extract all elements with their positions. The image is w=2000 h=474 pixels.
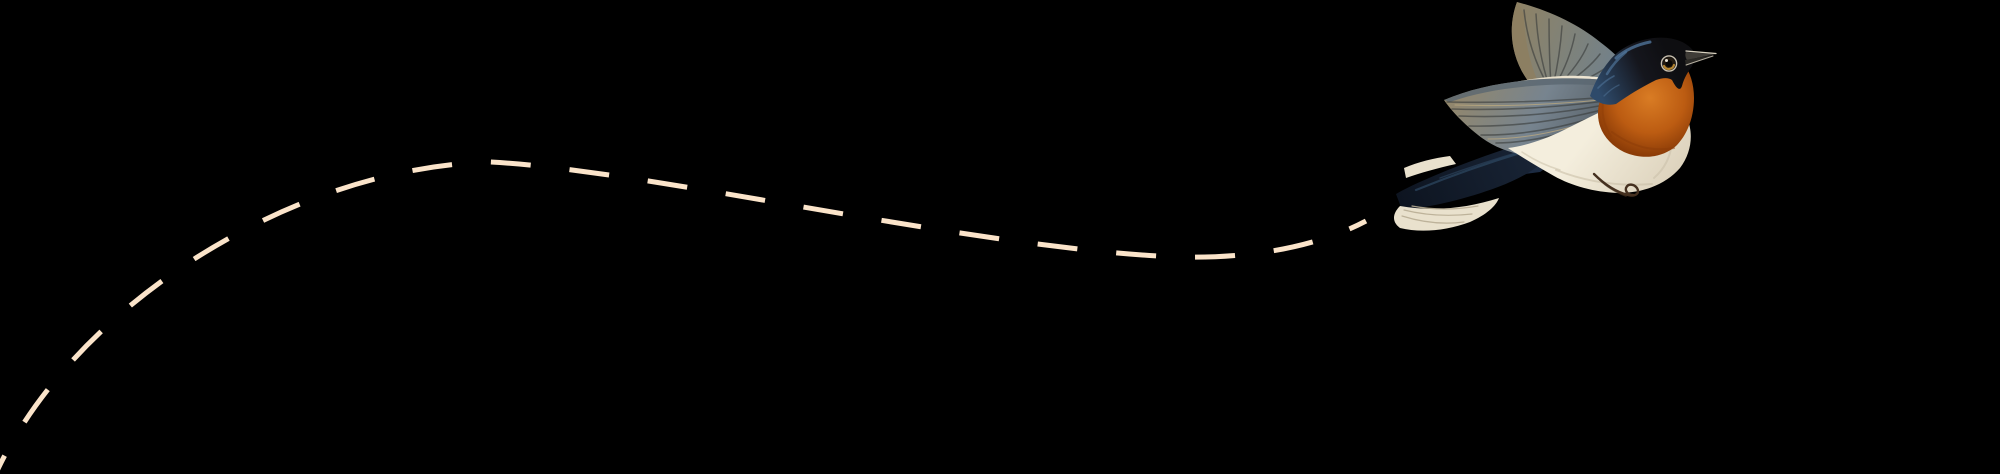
bird-tail-white-tip-lines: [1401, 205, 1479, 224]
bird-beak-highlight: [1685, 50, 1717, 66]
bird-beak-upper: [1685, 52, 1716, 60]
bird-crown-sheen: [1597, 40, 1652, 97]
bird-eye-gold-crescent: [1662, 63, 1676, 71]
bird-eye-pupil: [1665, 60, 1673, 67]
bird-eye-ring: [1660, 55, 1678, 72]
bird-feet: [1592, 172, 1640, 197]
bird-tail-white-wedge: [1404, 156, 1456, 178]
flight-path-dashed-curve: [0, 159, 1368, 471]
bird-head: [1590, 37, 1694, 105]
bird-far-wing-leading-band: [1511, 2, 1543, 92]
bird-illustration: [1394, 2, 1717, 231]
bird-tail-white-tips: [1394, 198, 1499, 231]
bird-eye-glint: [1665, 59, 1668, 62]
